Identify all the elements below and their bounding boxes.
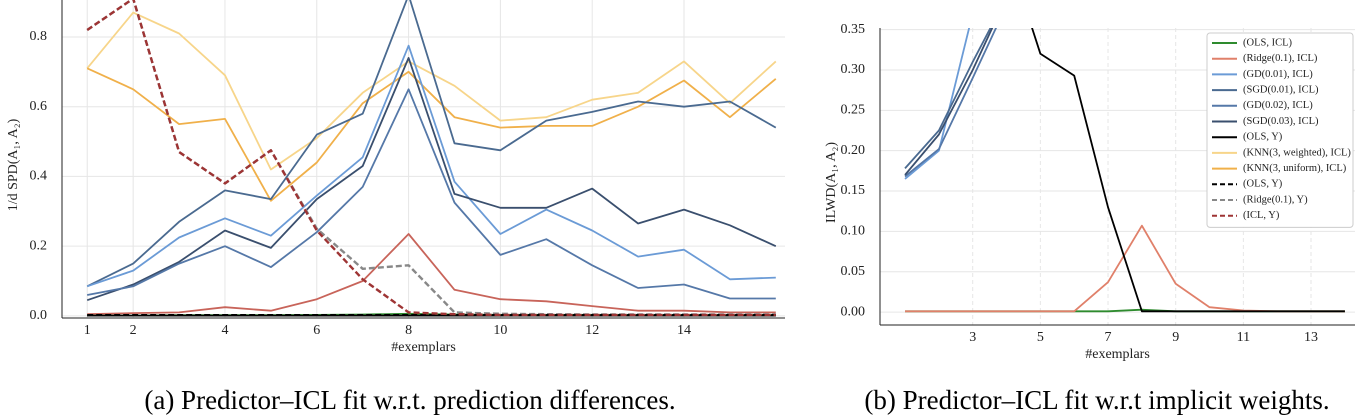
y-tick-label: 0.8 bbox=[30, 29, 48, 44]
legend-label: (KNN(3, uniform), ICL) bbox=[1243, 163, 1347, 174]
series-line bbox=[904, 28, 997, 178]
series-line bbox=[904, 28, 971, 180]
y-tick-label: 0.20 bbox=[841, 143, 866, 158]
x-tick-label: 13 bbox=[1304, 330, 1318, 345]
y-tick-label: 0.0 bbox=[30, 308, 48, 323]
legend-label: (GD(0.01), ICL) bbox=[1243, 69, 1313, 80]
plot-area bbox=[904, 28, 1345, 313]
plot-area bbox=[86, 0, 777, 317]
legend-label: (ICL, Y) bbox=[1243, 210, 1280, 221]
series-line bbox=[86, 67, 777, 202]
series-line bbox=[904, 28, 992, 170]
x-tick-label: 6 bbox=[313, 323, 320, 338]
series-line bbox=[86, 57, 777, 302]
y-tick-label: 0.00 bbox=[841, 304, 866, 319]
x-tick-label: 12 bbox=[585, 323, 599, 338]
legend-box bbox=[1206, 32, 1354, 228]
y-tick-label: 0.6 bbox=[30, 99, 48, 114]
x-tick-label: 1 bbox=[84, 323, 91, 338]
legend-label: (OLS, ICL) bbox=[1243, 37, 1292, 48]
legend-label: (KNN(3, weighted), ICL) bbox=[1243, 147, 1351, 158]
y-tick-label: 0.25 bbox=[841, 103, 866, 118]
legend-label: (Ridge(0.1), Y) bbox=[1243, 194, 1308, 205]
x-axis-label: #exemplars bbox=[391, 340, 456, 355]
x-tick-label: 3 bbox=[969, 330, 976, 345]
y-axis-label: ILWD(A₁, A₂) bbox=[824, 142, 839, 223]
series-line bbox=[904, 28, 994, 176]
y-tick-label: 0.35 bbox=[841, 22, 866, 37]
legend-label: (SGD(0.01), ICL) bbox=[1243, 85, 1319, 96]
x-tick-label: 10 bbox=[493, 323, 507, 338]
caption: (b) Predictor–ICL fit w.r.t implicit wei… bbox=[864, 385, 1329, 415]
series-line bbox=[87, 88, 776, 300]
y-tick-label: 0.2 bbox=[30, 238, 48, 253]
legend-label: (OLS, Y) bbox=[1243, 132, 1283, 143]
series-line bbox=[86, 0, 776, 317]
series-line bbox=[87, 233, 776, 316]
x-tick-label: 7 bbox=[1105, 330, 1112, 345]
x-tick-label: 4 bbox=[221, 323, 228, 338]
y-tick-label: 0.4 bbox=[30, 169, 48, 184]
series-line bbox=[86, 0, 776, 316]
series-line bbox=[905, 224, 1345, 313]
series-line bbox=[86, 44, 776, 288]
y-tick-label: 0.15 bbox=[841, 183, 866, 198]
x-tick-label: 11 bbox=[1237, 330, 1250, 345]
y-tick-label: 0.10 bbox=[841, 224, 866, 239]
series-line bbox=[86, 0, 777, 288]
series-line bbox=[1031, 28, 1345, 313]
x-tick-label: 8 bbox=[405, 323, 412, 338]
x-tick-label: 5 bbox=[1037, 330, 1044, 345]
legend-label: (GD(0.02), ICL) bbox=[1243, 100, 1313, 111]
y-axis-label: 1/d SPD(A₁, A₂) bbox=[6, 118, 21, 211]
x-tick-label: 2 bbox=[130, 323, 137, 338]
y-tick-label: 0.30 bbox=[841, 62, 866, 77]
series-line bbox=[86, 11, 777, 171]
y-tick-label: 0.05 bbox=[841, 264, 866, 279]
x-tick-label: 9 bbox=[1172, 330, 1179, 345]
legend-label: (Ridge(0.1), ICL) bbox=[1243, 53, 1318, 64]
legend-label: (SGD(0.03), ICL) bbox=[1243, 116, 1319, 127]
x-axis-label: #exemplars bbox=[1085, 347, 1150, 362]
x-tick-label: 14 bbox=[677, 323, 691, 338]
legend-label: (OLS, Y) bbox=[1243, 179, 1283, 190]
caption: (a) Predictor–ICL fit w.r.t. prediction … bbox=[144, 385, 675, 415]
